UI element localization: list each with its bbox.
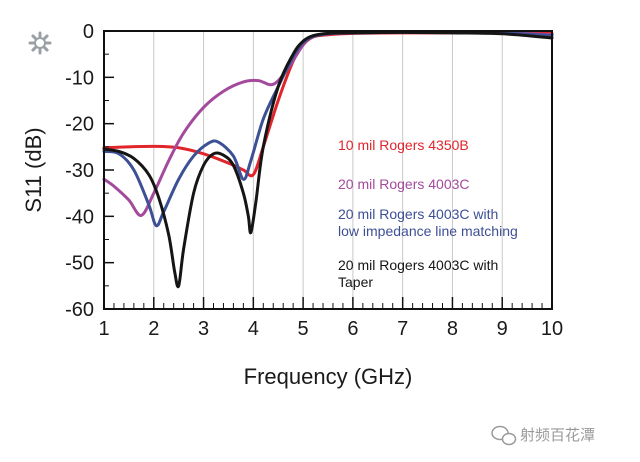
- y-tick-label: -40: [65, 206, 94, 228]
- x-tick-label: 5: [298, 318, 309, 340]
- x-tick-label: 2: [148, 318, 159, 340]
- wechat-icon: [491, 425, 517, 446]
- legend-entry-4003c: 20 mil Rogers 4003C: [338, 176, 470, 192]
- y-tick-label: -20: [65, 114, 94, 136]
- x-tick-label: 8: [447, 318, 458, 340]
- series-line-4003c: [102, 30, 554, 217]
- y-tick-label: -60: [65, 299, 94, 321]
- x-tick-label: 3: [198, 318, 209, 340]
- x-axis-title: Frequency (GHz): [244, 364, 413, 389]
- watermark-text: 射频百花潭: [520, 426, 595, 444]
- legend-label: 20 mil Rogers 4003C: [338, 176, 470, 192]
- y-tick-label: 0: [83, 21, 94, 43]
- axis-ticks: [103, 30, 553, 310]
- x-tick-label: 6: [347, 318, 358, 340]
- legend: 10 mil Rogers 4350B 20 mil Rogers 4003C 20…: [338, 137, 518, 290]
- series-lines: [102, 30, 554, 289]
- y-tick-labels: 0 -10 -20 -30 -40 -50 -60: [65, 21, 94, 321]
- legend-label: 20 mil Rogers 4003C with low impedance li…: [338, 206, 518, 239]
- x-tick-label: 10: [541, 318, 563, 340]
- series-line-4003c-taper: [102, 30, 554, 289]
- x-tick-label: 7: [397, 318, 408, 340]
- x-tick-label: 1: [98, 318, 109, 340]
- legend-label: 20 mil Rogers 4003C with Taper: [338, 257, 498, 290]
- watermark: 射频百花潭: [491, 425, 595, 446]
- grid: [153, 31, 503, 309]
- y-axis-title: S11 (dB): [21, 127, 46, 212]
- y-tick-label: -10: [65, 67, 94, 89]
- legend-entry-4003c-matching: 20 mil Rogers 4003C with low impedance li…: [338, 206, 518, 239]
- series-line-4003c-matching: [102, 30, 554, 228]
- legend-entry-4003c-taper: 20 mil Rogers 4003C with Taper: [338, 257, 498, 290]
- gear-icon: [28, 31, 52, 55]
- x-tick-label: 4: [248, 318, 259, 340]
- legend-entry-4350b: 10 mil Rogers 4350B: [338, 137, 469, 153]
- y-tick-label: -30: [65, 160, 94, 182]
- x-tick-labels: 1 2 3 4 5 6 7 8 9 10: [98, 318, 563, 340]
- y-tick-label: -50: [65, 253, 94, 275]
- x-tick-label: 9: [497, 318, 508, 340]
- legend-label: 10 mil Rogers 4350B: [338, 137, 469, 153]
